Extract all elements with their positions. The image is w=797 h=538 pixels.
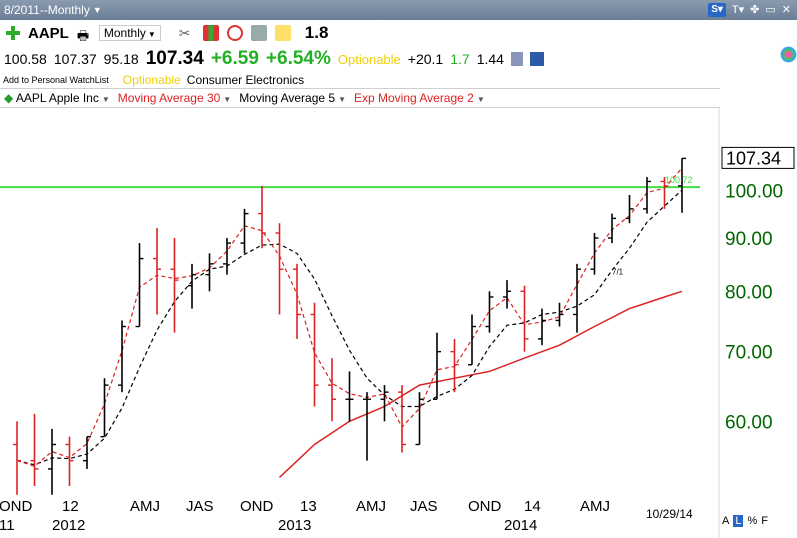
legend-ma30-label: Moving Average 30 bbox=[117, 91, 221, 105]
info-row: Add to Personal WatchList Optionable Con… bbox=[0, 72, 797, 88]
palette-icon[interactable] bbox=[780, 46, 797, 63]
calculator-icon[interactable] bbox=[250, 25, 267, 41]
title-dropdown-icon[interactable]: ▼ bbox=[92, 5, 102, 15]
window-title: 8/2011--Monthly bbox=[4, 3, 90, 17]
high-value: 107.37 bbox=[53, 51, 97, 67]
x-year-label: 11 bbox=[0, 517, 15, 534]
x-tick-label: 14 bbox=[524, 498, 541, 515]
optionable-label: Optionable bbox=[337, 51, 401, 67]
scale-log[interactable]: L bbox=[733, 515, 744, 527]
x-tick-label: JAS bbox=[410, 498, 438, 515]
expand-icon: ◆ bbox=[4, 91, 14, 105]
add-icon[interactable] bbox=[6, 26, 20, 40]
legend-ma30[interactable]: Moving Average 30 ▼ bbox=[118, 91, 231, 105]
legend-ma5-caret-icon: ▼ bbox=[338, 95, 346, 104]
info-optionable: Optionable bbox=[122, 73, 181, 87]
s-button[interactable]: S▾ bbox=[708, 3, 726, 17]
value1: +20.1 bbox=[407, 51, 444, 67]
x-tick-label: JAS bbox=[186, 498, 214, 515]
quote-row: 100.58 107.37 95.18 107.34 +6.59 +6.54% … bbox=[0, 46, 797, 72]
period-label: Monthly bbox=[103, 26, 146, 40]
legend-ema2-caret-icon: ▼ bbox=[476, 95, 485, 104]
glb-label: 100.72 bbox=[665, 175, 693, 185]
tool-icons: ✂ bbox=[179, 25, 291, 41]
change-value: +6.59 bbox=[210, 48, 259, 69]
x-tick-label: OND bbox=[0, 498, 33, 515]
stack-icon[interactable] bbox=[510, 52, 523, 66]
legend-ma5[interactable]: Moving Average 5 ▼ bbox=[239, 91, 346, 105]
value2: 1.7 bbox=[450, 51, 470, 67]
x-tick-label: AMJ bbox=[356, 498, 386, 515]
scale-pct[interactable]: % bbox=[747, 515, 758, 527]
last-price-box bbox=[721, 146, 795, 169]
x-year-label: 2014 bbox=[504, 517, 537, 534]
price-chart[interactable]: 100.72 7/1 60.00 70.00 80.00 90.00 100.00 107.3… bbox=[0, 108, 797, 538]
timestamp: 10/29/14 bbox=[646, 507, 693, 521]
x-tick-label: AMJ bbox=[580, 498, 610, 515]
x-year-label: 2012 bbox=[52, 517, 85, 534]
x-tick-label: 13 bbox=[300, 498, 317, 515]
ema2-line bbox=[16, 167, 683, 467]
y-tick-label: 80.00 bbox=[725, 282, 773, 303]
open-value: 100.58 bbox=[4, 51, 47, 67]
ma5-line bbox=[16, 189, 683, 466]
low-value: 95.18 bbox=[103, 51, 139, 67]
scale-controls: A L % F bbox=[722, 515, 768, 527]
x-tick-label: OND bbox=[468, 498, 502, 515]
legend-symbol[interactable]: ◆ AAPL Apple Inc ▼ bbox=[4, 91, 110, 105]
legend-ma5-label: Moving Average 5 bbox=[239, 91, 336, 105]
x-year-label: 2013 bbox=[278, 517, 311, 534]
ma30-line bbox=[278, 290, 683, 478]
scale-f[interactable]: F bbox=[761, 515, 768, 527]
period-select[interactable]: Monthly ▼ bbox=[98, 25, 161, 41]
watchlist-link[interactable]: Add to Personal WatchList bbox=[3, 75, 109, 85]
y-tick-label: 100.00 bbox=[725, 181, 783, 202]
chart-note: 7/1 bbox=[612, 268, 624, 277]
y-tick-label: 60.00 bbox=[725, 412, 773, 433]
y-tick-label: 90.00 bbox=[725, 229, 773, 250]
pin-icon[interactable]: ✤ bbox=[750, 4, 760, 16]
legend-ma30-caret-icon: ▼ bbox=[223, 95, 232, 104]
last-price-label: 107.34 bbox=[726, 148, 781, 168]
x-tick-label: 12 bbox=[62, 498, 79, 515]
period-dropdown-icon: ▼ bbox=[147, 30, 156, 39]
last-price: 107.34 bbox=[145, 48, 204, 69]
value3: 1.44 bbox=[476, 51, 504, 67]
save-icon[interactable] bbox=[529, 52, 544, 66]
symbol-label[interactable]: AAPL bbox=[28, 24, 69, 42]
scale-a[interactable]: A bbox=[722, 515, 730, 527]
x-tick-label: AMJ bbox=[130, 498, 160, 515]
legend-symbol-label: AAPL Apple Inc bbox=[15, 91, 99, 105]
print-icon[interactable]: 🖶 bbox=[76, 28, 90, 43]
window-titlebar: 8/2011--Monthly ▼ S▾ T▾ ✤ ▭ ✕ bbox=[0, 0, 797, 20]
tools-icon[interactable]: ✂ bbox=[178, 25, 191, 41]
x-tick-label: OND bbox=[240, 498, 274, 515]
legend-ema2[interactable]: Exp Moving Average 2 ▼ bbox=[354, 91, 485, 105]
bar-chart-icon[interactable] bbox=[202, 25, 219, 41]
y-tick-label: 70.00 bbox=[725, 343, 773, 364]
legend-ema2-label: Exp Moving Average 2 bbox=[353, 91, 474, 105]
alarm-icon[interactable] bbox=[226, 25, 243, 41]
indicator-legend: ◆ AAPL Apple Inc ▼ Moving Average 30 ▼ Mov… bbox=[0, 88, 720, 108]
note-icon[interactable] bbox=[274, 25, 291, 41]
rating-value: 1.8 bbox=[304, 23, 329, 42]
tv-icon[interactable]: T▾ bbox=[731, 4, 745, 16]
restore-icon[interactable]: ▭ bbox=[765, 4, 776, 16]
close-icon[interactable]: ✕ bbox=[781, 4, 791, 16]
window-controls: S▾ T▾ ✤ ▭ ✕ bbox=[708, 3, 791, 17]
legend-symbol-caret-icon: ▼ bbox=[101, 95, 110, 104]
industry-label: Consumer Electronics bbox=[186, 73, 305, 87]
change-pct: +6.54% bbox=[265, 48, 331, 69]
chart-toolbar: AAPL 🖶 Monthly ▼ ✂ 1.8 bbox=[0, 20, 797, 46]
